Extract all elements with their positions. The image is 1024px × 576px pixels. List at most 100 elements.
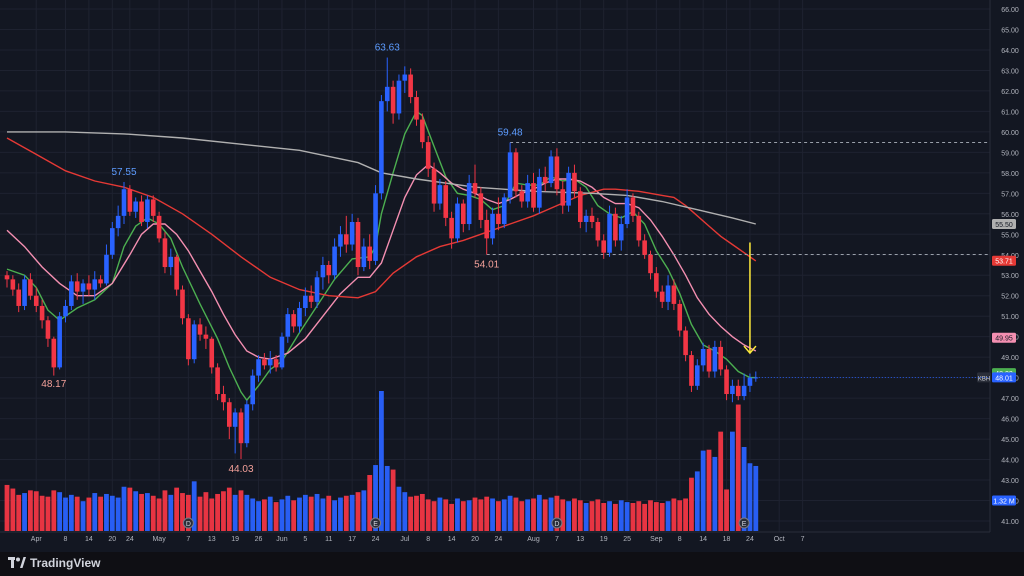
candle[interactable] xyxy=(209,336,215,374)
earnings-marker-sep[interactable]: E xyxy=(738,517,750,529)
candle[interactable] xyxy=(139,195,144,227)
volume-bar[interactable] xyxy=(583,503,589,531)
volume-bar[interactable] xyxy=(507,495,513,531)
candle[interactable] xyxy=(373,185,378,265)
volume-bar[interactable] xyxy=(244,494,250,531)
candle[interactable] xyxy=(531,172,536,212)
volume-bar[interactable] xyxy=(16,494,22,531)
volume-bar[interactable] xyxy=(601,503,607,531)
volume-bar[interactable] xyxy=(320,498,326,531)
volume-bar[interactable] xyxy=(618,500,624,531)
candle[interactable] xyxy=(367,234,372,270)
volume-bar[interactable] xyxy=(741,447,747,531)
candle[interactable] xyxy=(747,373,753,392)
candle[interactable] xyxy=(104,244,109,286)
candle[interactable] xyxy=(677,299,683,337)
volume-bar[interactable] xyxy=(238,490,244,531)
volume-bar[interactable] xyxy=(262,499,267,531)
candle[interactable] xyxy=(659,285,665,309)
candle[interactable] xyxy=(420,113,425,149)
volume-bar[interactable] xyxy=(595,499,601,531)
candle[interactable] xyxy=(753,371,759,382)
volume-bar[interactable] xyxy=(68,494,74,531)
candle[interactable] xyxy=(22,275,27,311)
volume-bar[interactable] xyxy=(677,500,683,531)
candle[interactable] xyxy=(572,164,577,198)
volume-bar[interactable] xyxy=(267,496,273,531)
volume-bar[interactable] xyxy=(379,391,384,531)
sma-200-line[interactable] xyxy=(7,131,756,225)
volume-bar[interactable] xyxy=(589,501,595,531)
volume-bar[interactable] xyxy=(425,499,431,531)
candle[interactable] xyxy=(273,355,279,372)
volume-bar[interactable] xyxy=(706,449,712,531)
candle[interactable] xyxy=(332,238,337,280)
candle[interactable] xyxy=(203,326,209,349)
candle[interactable] xyxy=(69,275,74,311)
candle[interactable] xyxy=(507,142,513,204)
volume-bar[interactable] xyxy=(180,493,185,531)
candle[interactable] xyxy=(279,332,285,370)
volume-bar[interactable] xyxy=(150,495,156,531)
volume-bar[interactable] xyxy=(414,495,419,531)
volume-bar[interactable] xyxy=(636,501,642,531)
candle[interactable] xyxy=(221,385,226,411)
volume-bar[interactable] xyxy=(384,465,390,531)
volume-bar[interactable] xyxy=(536,494,542,531)
volume-bar[interactable] xyxy=(139,493,144,531)
volume-bar[interactable] xyxy=(519,501,525,531)
volume-bar[interactable] xyxy=(455,498,460,531)
volume-bar[interactable] xyxy=(109,495,115,531)
volume-bar[interactable] xyxy=(408,496,414,531)
candle[interactable] xyxy=(525,174,530,208)
dividend-marker-aug[interactable]: D xyxy=(551,517,563,529)
volume-bar[interactable] xyxy=(718,431,724,531)
earnings-marker-jun[interactable]: E xyxy=(370,517,382,529)
candle[interactable] xyxy=(314,271,320,309)
volume-bar[interactable] xyxy=(665,501,671,531)
candle[interactable] xyxy=(490,207,495,245)
price-chart[interactable]: 57.55 48.17 44.03 63.63 59.48 54.01 D E D E 41.00 4… xyxy=(0,0,1024,552)
candle[interactable] xyxy=(519,185,525,208)
volume-bar[interactable] xyxy=(419,493,425,531)
volume-bar[interactable] xyxy=(133,491,139,531)
volume-bar[interactable] xyxy=(496,501,501,531)
candle[interactable] xyxy=(4,271,10,288)
volume-bar[interactable] xyxy=(659,503,665,531)
volume-bar[interactable] xyxy=(700,450,706,531)
volume-bar[interactable] xyxy=(443,499,449,531)
volume-bar[interactable] xyxy=(209,498,215,531)
candle[interactable] xyxy=(730,379,735,403)
candle[interactable] xyxy=(28,273,33,300)
volume-bar[interactable] xyxy=(630,503,636,531)
candle[interactable] xyxy=(724,365,729,401)
volume-bar[interactable] xyxy=(221,491,226,531)
candle[interactable] xyxy=(624,189,630,229)
candle[interactable] xyxy=(414,90,419,126)
candle[interactable] xyxy=(718,340,723,376)
volume-bar[interactable] xyxy=(542,499,548,531)
candle[interactable] xyxy=(613,207,618,247)
candle[interactable] xyxy=(537,168,542,214)
candle[interactable] xyxy=(595,217,601,247)
candle[interactable] xyxy=(431,162,437,212)
volume-bar[interactable] xyxy=(683,498,688,531)
candle[interactable] xyxy=(402,66,408,93)
candle[interactable] xyxy=(618,215,624,251)
volume-bar[interactable] xyxy=(314,493,320,531)
volume-bar[interactable] xyxy=(390,469,396,531)
last-price-badge[interactable]: 48.01 xyxy=(992,372,1016,383)
candle[interactable] xyxy=(642,234,647,259)
volume-bar[interactable] xyxy=(343,495,349,531)
candle[interactable] xyxy=(244,400,250,448)
volume-bar[interactable] xyxy=(63,497,68,531)
candle[interactable] xyxy=(589,207,595,229)
candle[interactable] xyxy=(630,193,636,222)
candle[interactable] xyxy=(308,285,314,309)
candle[interactable] xyxy=(735,379,741,401)
ema-mid-badge[interactable]: 49.95 xyxy=(992,332,1016,343)
candle[interactable] xyxy=(654,267,659,298)
volume-bar[interactable] xyxy=(472,497,478,531)
candle[interactable] xyxy=(513,148,519,198)
candle[interactable] xyxy=(396,74,402,120)
